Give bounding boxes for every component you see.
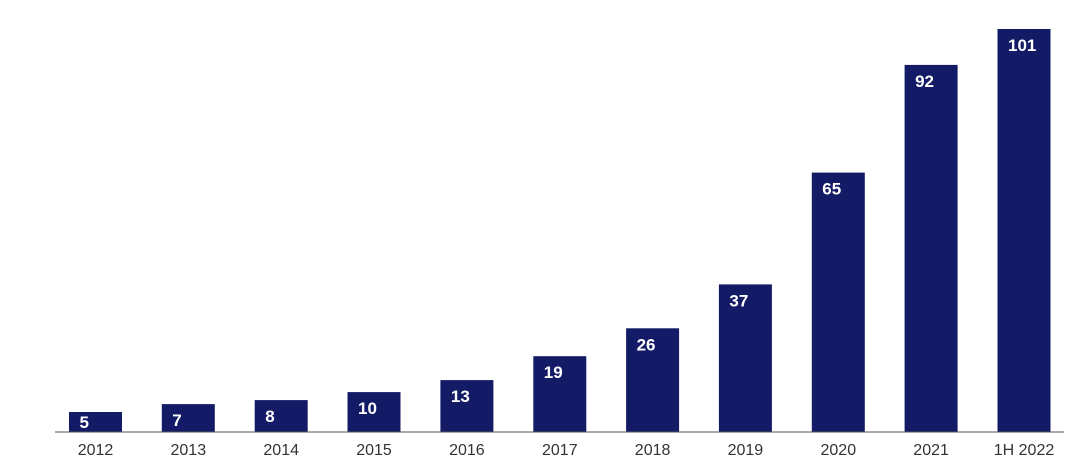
bar-2014: [254, 400, 308, 432]
x-tick-label-2021: 2021: [913, 442, 949, 459]
bar-2016: [440, 380, 494, 432]
bar-2020: [811, 172, 865, 432]
data-label-2017: 19: [544, 363, 563, 382]
bars-layer: [69, 29, 1051, 433]
data-label-2016: 13: [451, 387, 470, 406]
data-label-2018: 26: [637, 335, 656, 354]
data-label-2015: 10: [358, 399, 377, 418]
bar-2017: [533, 356, 587, 432]
data-label-2013: 7: [172, 411, 181, 430]
bar-2012: [69, 412, 122, 432]
x-tick-label-2015: 2015: [356, 442, 392, 459]
x-tick-label-2014: 2014: [263, 442, 299, 459]
x-tick-label-2019: 2019: [728, 442, 764, 459]
x-tick-labels-layer: 2012 2013 2014 2015 2016 2017 2018 2019 2020 2021…: [78, 442, 1055, 459]
bar-2018: [626, 328, 680, 432]
data-label-2021: 92: [915, 72, 934, 91]
bar-2013: [161, 404, 215, 432]
bar-2019: [718, 284, 772, 432]
x-tick-label-2018: 2018: [635, 442, 671, 459]
data-label-1h-2022: 101: [1008, 36, 1036, 55]
bar-2015: [347, 392, 401, 432]
x-tick-label-2020: 2020: [821, 442, 857, 459]
x-tick-label-2013: 2013: [171, 442, 207, 459]
data-label-2012: 5: [80, 413, 89, 432]
x-tick-label-2016: 2016: [449, 442, 485, 459]
data-label-2020: 65: [822, 180, 841, 199]
x-tick-label-2017: 2017: [542, 442, 578, 459]
x-tick-label-1h-2022: 1H 2022: [994, 442, 1055, 459]
data-labels-layer: 5 7 8 10 13 19 26 37 65 92 101: [80, 36, 1037, 432]
bar-2021: [904, 64, 958, 433]
x-tick-label-2012: 2012: [78, 442, 114, 459]
data-label-2014: 8: [265, 407, 274, 426]
data-label-2019: 37: [729, 291, 748, 310]
bar-1h-2022: [997, 29, 1051, 432]
